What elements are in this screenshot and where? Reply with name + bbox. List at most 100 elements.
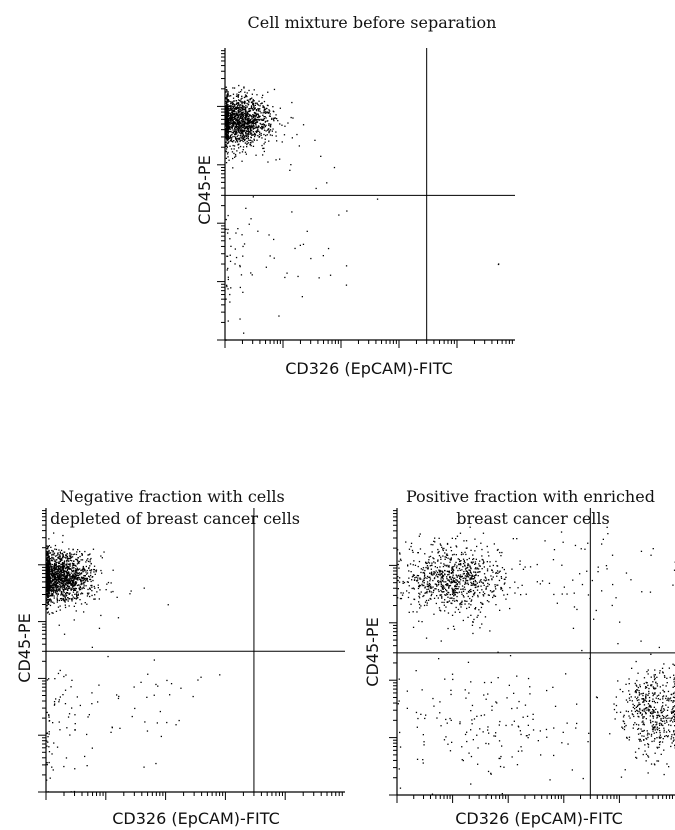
data-point <box>227 132 229 135</box>
data-point <box>59 609 61 611</box>
data-point <box>53 575 55 577</box>
data-point <box>57 672 60 675</box>
data-point <box>452 592 454 594</box>
data-point <box>275 135 277 137</box>
data-point <box>433 561 435 563</box>
data-point <box>560 531 563 533</box>
data-point <box>656 685 659 687</box>
data-point <box>425 561 427 563</box>
data-point <box>644 750 646 752</box>
data-point <box>77 578 79 580</box>
data-point <box>437 584 439 586</box>
data-point <box>50 599 52 601</box>
data-point <box>226 255 229 257</box>
data-point <box>452 678 454 681</box>
data-point <box>244 100 246 102</box>
data-point <box>653 732 655 734</box>
data-point <box>59 565 61 567</box>
data-point <box>442 586 444 589</box>
data-point <box>480 581 483 583</box>
data-point <box>82 580 84 582</box>
data-point <box>662 696 664 698</box>
data-point <box>233 100 235 102</box>
data-point <box>595 696 598 698</box>
data-point <box>398 768 400 770</box>
data-point <box>471 582 473 585</box>
data-point <box>454 585 456 588</box>
data-point <box>638 690 640 692</box>
data-point <box>619 688 621 691</box>
data-point <box>225 162 228 164</box>
data-point <box>423 741 425 743</box>
data-point <box>73 580 75 582</box>
data-point <box>82 571 84 573</box>
data-point <box>623 728 626 731</box>
data-point <box>644 744 646 746</box>
data-point <box>504 582 506 584</box>
data-point <box>54 572 57 574</box>
data-point <box>440 558 442 560</box>
data-point <box>66 572 68 574</box>
data-point <box>46 567 49 570</box>
chart-title-line-1: Cell mixture before separation <box>248 13 497 32</box>
data-point <box>54 590 56 592</box>
data-point <box>448 586 450 588</box>
data-point <box>660 708 663 710</box>
data-point <box>72 591 75 593</box>
data-point <box>77 579 79 581</box>
data-point <box>47 546 49 548</box>
data-point <box>450 558 452 560</box>
data-point <box>648 690 650 693</box>
data-point <box>70 553 72 555</box>
data-point <box>268 115 271 117</box>
data-point <box>508 684 510 686</box>
data-point <box>247 110 250 112</box>
data-point <box>57 553 59 555</box>
data-point <box>243 138 245 140</box>
data-point <box>463 560 465 562</box>
data-point <box>660 709 662 712</box>
data-point <box>651 711 653 713</box>
data-point <box>227 127 229 129</box>
data-point <box>643 704 646 706</box>
data-point <box>83 568 85 570</box>
data-point <box>649 699 651 702</box>
data-point <box>475 574 477 576</box>
data-point <box>64 578 66 580</box>
data-point <box>456 585 458 588</box>
data-point <box>418 560 421 563</box>
data-point <box>641 730 643 732</box>
data-point <box>248 120 250 122</box>
data-point <box>466 607 468 610</box>
data-point <box>89 576 91 578</box>
data-point <box>563 586 565 588</box>
data-point <box>246 142 248 144</box>
data-point <box>642 694 644 697</box>
data-point <box>451 566 453 568</box>
data-point <box>673 678 675 681</box>
data-point <box>227 151 229 154</box>
data-point <box>226 118 228 120</box>
data-point <box>238 114 241 116</box>
data-point <box>52 569 54 571</box>
data-point <box>528 734 530 736</box>
data-point <box>62 593 64 595</box>
data-point <box>475 573 477 575</box>
data-point <box>476 567 479 569</box>
data-point <box>243 108 245 110</box>
data-point <box>74 568 77 570</box>
data-point <box>457 588 459 590</box>
data-point <box>643 729 645 732</box>
data-point <box>673 674 675 676</box>
data-point <box>489 561 491 563</box>
data-point <box>413 588 415 590</box>
data-point <box>638 738 640 740</box>
data-point <box>470 755 473 758</box>
data-point <box>526 735 528 737</box>
data-point <box>234 132 236 134</box>
data-point <box>670 738 672 740</box>
data-point <box>643 699 645 701</box>
data-point <box>419 607 421 609</box>
data-point <box>642 698 645 700</box>
data-point <box>654 702 656 704</box>
